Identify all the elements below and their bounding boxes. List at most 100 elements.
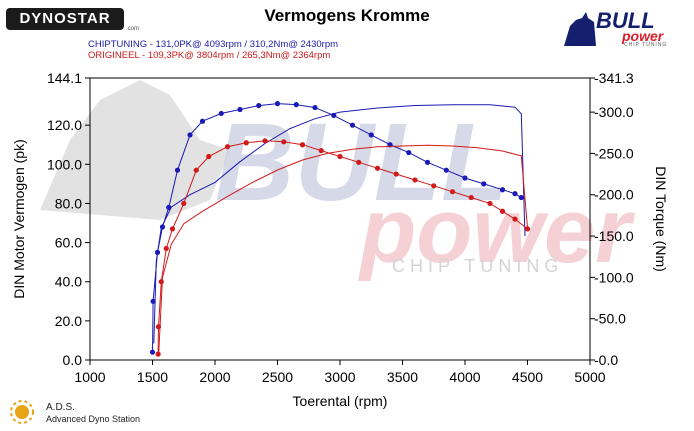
bull-logo-chiptuning: CHIP TUNING bbox=[624, 42, 668, 48]
series-chiptuning-torque-line bbox=[153, 104, 526, 344]
series-origineel-power-point bbox=[412, 177, 418, 183]
y-left-tick-label: 144.1 bbox=[47, 70, 82, 86]
y-left-axis-label: DIN Motor Vermogen (pk) bbox=[11, 139, 27, 299]
series-chiptuning-power-point bbox=[443, 167, 449, 173]
series-origineel-power-point bbox=[356, 159, 362, 165]
curves bbox=[149, 101, 531, 357]
y-right-tick-label: -50.0 bbox=[594, 311, 626, 327]
series-origineel-power-point bbox=[155, 351, 161, 357]
x-axis-label: Toerental (rpm) bbox=[293, 393, 388, 409]
series-chiptuning-power-point bbox=[406, 149, 412, 156]
series-origineel-power-point bbox=[487, 200, 493, 207]
bull-power-logo: BULL power CHIP TUNING bbox=[560, 6, 670, 50]
bull-logo-power: power bbox=[622, 28, 664, 44]
y-right-tick-label: -100.0 bbox=[594, 269, 634, 285]
x-tick-label: 1500 bbox=[137, 369, 168, 385]
y-left-tick-label: 100.0 bbox=[47, 156, 82, 172]
series-chiptuning-power-point bbox=[218, 110, 224, 117]
series-origineel-power-point bbox=[158, 279, 164, 285]
chart-title: Vermogens Kromme bbox=[264, 6, 430, 25]
watermark-power-text: power bbox=[357, 180, 635, 282]
watermark-bull-text: BULL bbox=[215, 101, 508, 224]
x-tick-label: 5000 bbox=[574, 369, 605, 385]
series-chiptuning-power-point bbox=[174, 167, 181, 173]
series-chiptuning-power-point bbox=[312, 104, 318, 111]
legend-chiptuning: CHIPTUNING - 131,0PK@ 4093rpm / 310,2Nm@… bbox=[88, 39, 339, 50]
series-chiptuning-power-point bbox=[150, 298, 156, 304]
series-origineel-power-point bbox=[206, 153, 212, 160]
x-tick-label: 1000 bbox=[74, 369, 105, 385]
series-origineel-power-point bbox=[393, 171, 399, 177]
series-origineel-power-point bbox=[163, 245, 169, 252]
y-right-tick-label: -200.0 bbox=[594, 187, 634, 203]
series-origineel-power-point bbox=[449, 189, 456, 195]
series-origineel-power-point bbox=[281, 139, 287, 145]
series-chiptuning-power-point bbox=[424, 159, 431, 165]
x-tick-label: 4500 bbox=[512, 369, 543, 385]
series-chiptuning-power-point bbox=[237, 106, 243, 113]
series-origineel-power-point bbox=[524, 226, 531, 232]
legend-origineel: ORIGINEEL - 109,3PK@ 3804rpm / 265,3Nm@ … bbox=[88, 50, 331, 61]
dynostar-logo-sub: .com bbox=[126, 26, 140, 32]
series-origineel-power-point bbox=[374, 165, 381, 171]
y-left-tick-label: 40.0 bbox=[55, 274, 82, 290]
y-left-tick-label: 20.0 bbox=[55, 313, 82, 329]
series-origineel-power-point bbox=[181, 200, 187, 207]
series-origineel-power-point bbox=[299, 142, 306, 148]
series-chiptuning-power-point bbox=[499, 187, 506, 193]
y-right-tick-label: -300.0 bbox=[594, 104, 634, 120]
series-origineel-power-point bbox=[224, 144, 231, 150]
series-chiptuning-power-point bbox=[518, 194, 524, 201]
x-tick-label: 2000 bbox=[199, 369, 230, 385]
x-tick-label: 3000 bbox=[324, 369, 355, 385]
series-chiptuning-power-line bbox=[152, 103, 522, 353]
series-origineel-power-point bbox=[512, 216, 518, 222]
series-chiptuning-power-point bbox=[293, 102, 299, 108]
series-origineel-power-point bbox=[499, 208, 506, 214]
y-right-tick-label: -0.0 bbox=[594, 352, 618, 368]
axes: 1000 1500 2000 2500 3000 3500 4000 4500 5000 0.0 2… bbox=[11, 70, 669, 409]
dynostar-logo: DYNOSTAR bbox=[6, 8, 124, 30]
series-chiptuning-power-point bbox=[462, 175, 468, 181]
ads-sublabel: Advanced Dyno Station bbox=[46, 414, 141, 424]
y-right-tick-label: -341.3 bbox=[594, 70, 634, 86]
ads-sun-icon bbox=[10, 400, 34, 424]
ads-label: A.D.S. bbox=[46, 402, 75, 413]
series-origineel-power-point bbox=[193, 167, 199, 173]
x-tick-label: 3500 bbox=[387, 369, 418, 385]
series-chiptuning-power-point bbox=[481, 181, 487, 187]
series-chiptuning-power-point bbox=[512, 191, 518, 197]
series-origineel-power-point bbox=[337, 153, 343, 160]
y-right-tick-label: -250.0 bbox=[594, 145, 634, 161]
series-chiptuning-power-point bbox=[274, 101, 281, 107]
watermark-chiptuning-text: CHIP TUNING bbox=[392, 256, 563, 276]
x-tick-label: 4000 bbox=[449, 369, 480, 385]
series-chiptuning-power-point bbox=[349, 122, 356, 128]
watermark-bull-shape bbox=[40, 80, 230, 220]
bull-logo-word: BULL bbox=[596, 8, 655, 33]
series-chiptuning-power-point bbox=[149, 349, 156, 355]
y-left-tick-label: 80.0 bbox=[55, 195, 82, 211]
series-origineel-power-point bbox=[262, 138, 268, 144]
series-origineel-power-point bbox=[318, 148, 324, 154]
series-origineel-power-line bbox=[157, 140, 528, 355]
series-chiptuning-power-point bbox=[368, 132, 374, 138]
series-origineel-power-point bbox=[431, 183, 437, 189]
y-left-tick-label: 60.0 bbox=[55, 235, 82, 251]
x-tick-label: 2500 bbox=[262, 369, 293, 385]
series-origineel-power-point bbox=[468, 194, 474, 201]
y-right-tick-label: -150.0 bbox=[594, 228, 634, 244]
ads-logo bbox=[8, 398, 38, 431]
bull-icon bbox=[564, 12, 596, 46]
series-origineel-torque-line bbox=[158, 144, 528, 352]
y-right-axis-label: DIN Torque (Nm) bbox=[653, 166, 669, 272]
series-chiptuning-power-point bbox=[199, 118, 206, 124]
series-origineel-power-point bbox=[169, 226, 176, 232]
series-chiptuning-power-point bbox=[256, 102, 262, 109]
series-origineel-power-point bbox=[243, 140, 249, 146]
y-left-tick-label: 120.0 bbox=[47, 117, 82, 133]
y-left-tick-label: 0.0 bbox=[63, 352, 83, 368]
series-chiptuning-power-point bbox=[187, 132, 193, 138]
